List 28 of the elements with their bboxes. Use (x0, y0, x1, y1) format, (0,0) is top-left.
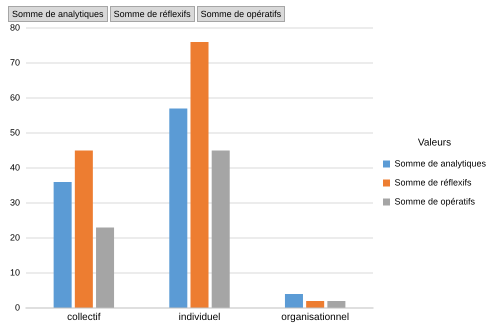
bar (327, 301, 346, 308)
y-tick-label: 30 (10, 197, 20, 208)
bar (96, 228, 114, 308)
bar (74, 150, 93, 308)
y-tick-label: 50 (10, 127, 20, 138)
x-tick-label: collectif (67, 312, 101, 323)
y-tick-label: 80 (10, 22, 20, 32)
text: Somme de réflexifs (110, 6, 195, 22)
y-tick-label: 0 (14, 302, 20, 312)
y-tick-label: 20 (10, 232, 20, 242)
bar (169, 108, 188, 308)
legend-label: Somme de opératifs (394, 196, 476, 206)
bar (212, 150, 230, 308)
y-tick-label: 60 (10, 92, 20, 102)
text: Somme de analytiques (8, 6, 108, 22)
bar (54, 182, 72, 308)
legend-label: Somme de réflexifs (394, 177, 472, 188)
bar (190, 42, 209, 308)
legend-label: Somme de analytiques (394, 158, 487, 168)
bar (306, 301, 324, 308)
y-tick-label: 10 (10, 267, 20, 278)
text: Somme de opératifs (196, 6, 286, 22)
x-tick-label: individuel (178, 312, 220, 323)
legend-title: Valeurs (418, 137, 452, 148)
x-tick-label: organisationnel (281, 312, 350, 323)
y-tick-label: 40 (10, 162, 20, 172)
bar (284, 294, 303, 308)
y-tick-label: 70 (10, 57, 20, 68)
